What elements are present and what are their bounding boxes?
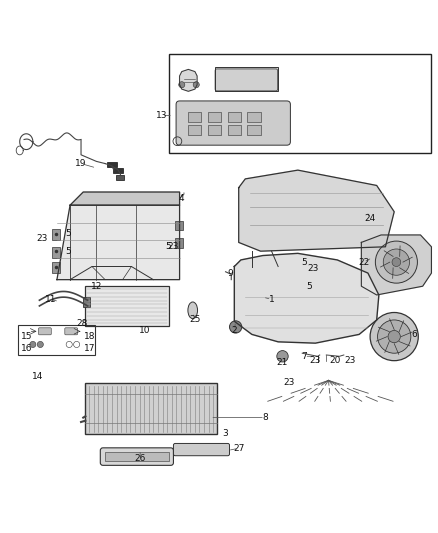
Bar: [105, 452, 169, 461]
Circle shape: [388, 330, 400, 343]
FancyBboxPatch shape: [176, 101, 290, 145]
Text: 6: 6: [411, 330, 417, 339]
Text: 12: 12: [91, 282, 102, 290]
Circle shape: [378, 320, 411, 353]
Bar: [113, 168, 123, 173]
Bar: [116, 174, 124, 180]
Bar: [228, 125, 241, 135]
Circle shape: [375, 241, 417, 283]
Polygon shape: [361, 235, 431, 295]
Text: 9: 9: [227, 269, 233, 278]
Bar: [175, 221, 183, 230]
Text: 13: 13: [156, 111, 168, 120]
Bar: [175, 238, 183, 248]
Text: 5: 5: [166, 243, 172, 251]
FancyBboxPatch shape: [173, 443, 230, 456]
Text: 14: 14: [32, 373, 43, 382]
Polygon shape: [239, 170, 394, 251]
Text: 5: 5: [65, 229, 71, 238]
Text: 17: 17: [84, 344, 95, 353]
Text: 5: 5: [301, 257, 307, 266]
Circle shape: [179, 82, 185, 88]
Bar: [83, 297, 90, 307]
Circle shape: [383, 249, 410, 275]
Text: 19: 19: [75, 159, 87, 168]
Circle shape: [230, 321, 242, 333]
Bar: [228, 112, 241, 122]
Bar: [107, 162, 117, 167]
Bar: [208, 125, 221, 135]
Text: 21: 21: [277, 358, 288, 367]
Text: 4: 4: [179, 194, 184, 203]
Bar: [52, 247, 60, 258]
Bar: [208, 112, 221, 122]
Text: 23: 23: [283, 378, 295, 387]
Text: 7: 7: [301, 352, 307, 361]
Bar: [215, 67, 278, 91]
Polygon shape: [70, 192, 180, 205]
Text: 2: 2: [232, 326, 237, 335]
Text: 5: 5: [306, 282, 312, 290]
Text: 26: 26: [134, 454, 146, 463]
Text: 23: 23: [167, 243, 179, 251]
Text: 8: 8: [262, 413, 268, 422]
Bar: [169, 54, 431, 152]
Bar: [247, 125, 261, 135]
Polygon shape: [180, 69, 197, 91]
FancyBboxPatch shape: [65, 328, 78, 335]
FancyBboxPatch shape: [100, 448, 173, 465]
Bar: [52, 229, 60, 240]
Text: 22: 22: [358, 257, 369, 266]
Text: 11: 11: [45, 295, 56, 304]
Text: 16: 16: [21, 344, 33, 353]
Text: 23: 23: [36, 233, 47, 243]
Bar: [52, 262, 60, 273]
Text: 23: 23: [310, 356, 321, 365]
Text: 28: 28: [77, 319, 88, 328]
Polygon shape: [234, 253, 379, 343]
Bar: [18, 325, 95, 355]
Circle shape: [370, 312, 418, 361]
Text: 15: 15: [21, 332, 33, 341]
Text: 23: 23: [345, 356, 356, 365]
Bar: [85, 383, 217, 434]
Text: 24: 24: [364, 214, 376, 223]
Bar: [85, 286, 169, 326]
Polygon shape: [57, 205, 180, 280]
Text: 18: 18: [84, 332, 95, 341]
Text: 10: 10: [139, 326, 150, 335]
Circle shape: [277, 351, 288, 362]
Bar: [247, 112, 261, 122]
Text: 23: 23: [307, 264, 319, 273]
Ellipse shape: [188, 302, 198, 319]
Text: 3: 3: [223, 429, 229, 438]
Text: 5: 5: [65, 247, 71, 256]
Bar: [188, 112, 201, 122]
Bar: [188, 125, 201, 135]
Circle shape: [37, 342, 43, 348]
Text: 20: 20: [329, 356, 341, 365]
Circle shape: [30, 342, 36, 348]
Text: 27: 27: [233, 444, 244, 453]
Circle shape: [392, 258, 401, 266]
Text: 25: 25: [189, 316, 201, 325]
Text: 1: 1: [268, 295, 275, 304]
Circle shape: [193, 82, 199, 88]
FancyBboxPatch shape: [39, 328, 51, 335]
